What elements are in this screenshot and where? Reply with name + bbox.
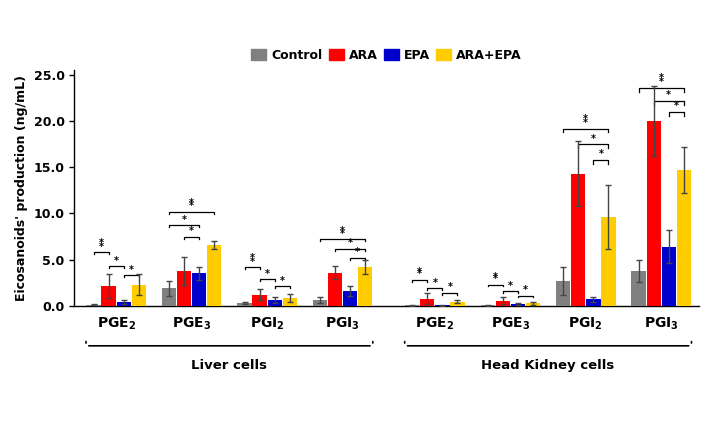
Bar (237, 303, 251, 306)
Bar (192, 274, 206, 306)
Text: *: * (265, 269, 270, 278)
Text: *: * (598, 149, 603, 160)
Text: *: * (280, 276, 285, 286)
Bar (677, 170, 691, 306)
Text: *: * (583, 114, 588, 124)
Text: *: * (591, 134, 596, 144)
Text: *: * (674, 101, 679, 111)
Bar (101, 287, 116, 306)
Bar (131, 285, 146, 306)
Bar (116, 302, 131, 306)
Bar (526, 304, 540, 306)
Text: *: * (129, 265, 134, 275)
Text: *: * (493, 272, 498, 282)
Bar (207, 245, 221, 306)
Text: *: * (355, 247, 360, 257)
Text: *: * (508, 281, 513, 291)
Bar (511, 304, 525, 306)
Text: Liver cells: Liver cells (191, 359, 268, 372)
Bar (343, 291, 357, 306)
Text: *: * (250, 257, 255, 266)
Text: *: * (659, 73, 664, 83)
Legend: Control, ARA, EPA, ARA+EPA: Control, ARA, EPA, ARA+EPA (246, 44, 527, 67)
Bar (162, 288, 176, 306)
Bar (556, 281, 570, 306)
Bar (177, 271, 191, 306)
Bar (86, 305, 101, 306)
Bar (420, 299, 435, 306)
Text: *: * (583, 118, 588, 128)
Bar (328, 273, 342, 306)
Text: *: * (659, 77, 664, 88)
Text: *: * (340, 229, 345, 239)
Bar (601, 217, 615, 306)
Bar (268, 300, 282, 306)
Y-axis label: Eicosanoids' production (ng/mL): Eicosanoids' production (ng/mL) (15, 75, 28, 301)
Bar (283, 298, 297, 306)
Bar (586, 299, 600, 306)
Bar (358, 267, 373, 306)
Text: *: * (181, 215, 186, 225)
Text: *: * (666, 90, 671, 101)
Text: *: * (340, 226, 345, 236)
Text: *: * (189, 226, 194, 236)
Text: *: * (523, 285, 528, 295)
Text: *: * (433, 278, 438, 288)
Bar (631, 271, 645, 306)
Text: *: * (189, 198, 194, 208)
Bar (647, 121, 661, 306)
Bar (451, 302, 465, 306)
Text: *: * (250, 253, 255, 263)
Bar (313, 300, 327, 306)
Text: *: * (493, 274, 498, 284)
Text: Head Kidney cells: Head Kidney cells (481, 359, 615, 372)
Bar (436, 305, 450, 306)
Text: *: * (114, 256, 119, 266)
Bar (496, 301, 510, 306)
Text: *: * (348, 238, 353, 248)
Bar (253, 295, 267, 306)
Bar (571, 174, 585, 306)
Bar (662, 247, 676, 306)
Text: *: * (99, 242, 104, 252)
Text: *: * (448, 283, 453, 292)
Text: *: * (417, 270, 422, 279)
Bar (481, 305, 495, 306)
Bar (405, 305, 419, 306)
Text: *: * (99, 238, 104, 248)
Text: *: * (417, 267, 422, 277)
Text: *: * (189, 201, 194, 211)
